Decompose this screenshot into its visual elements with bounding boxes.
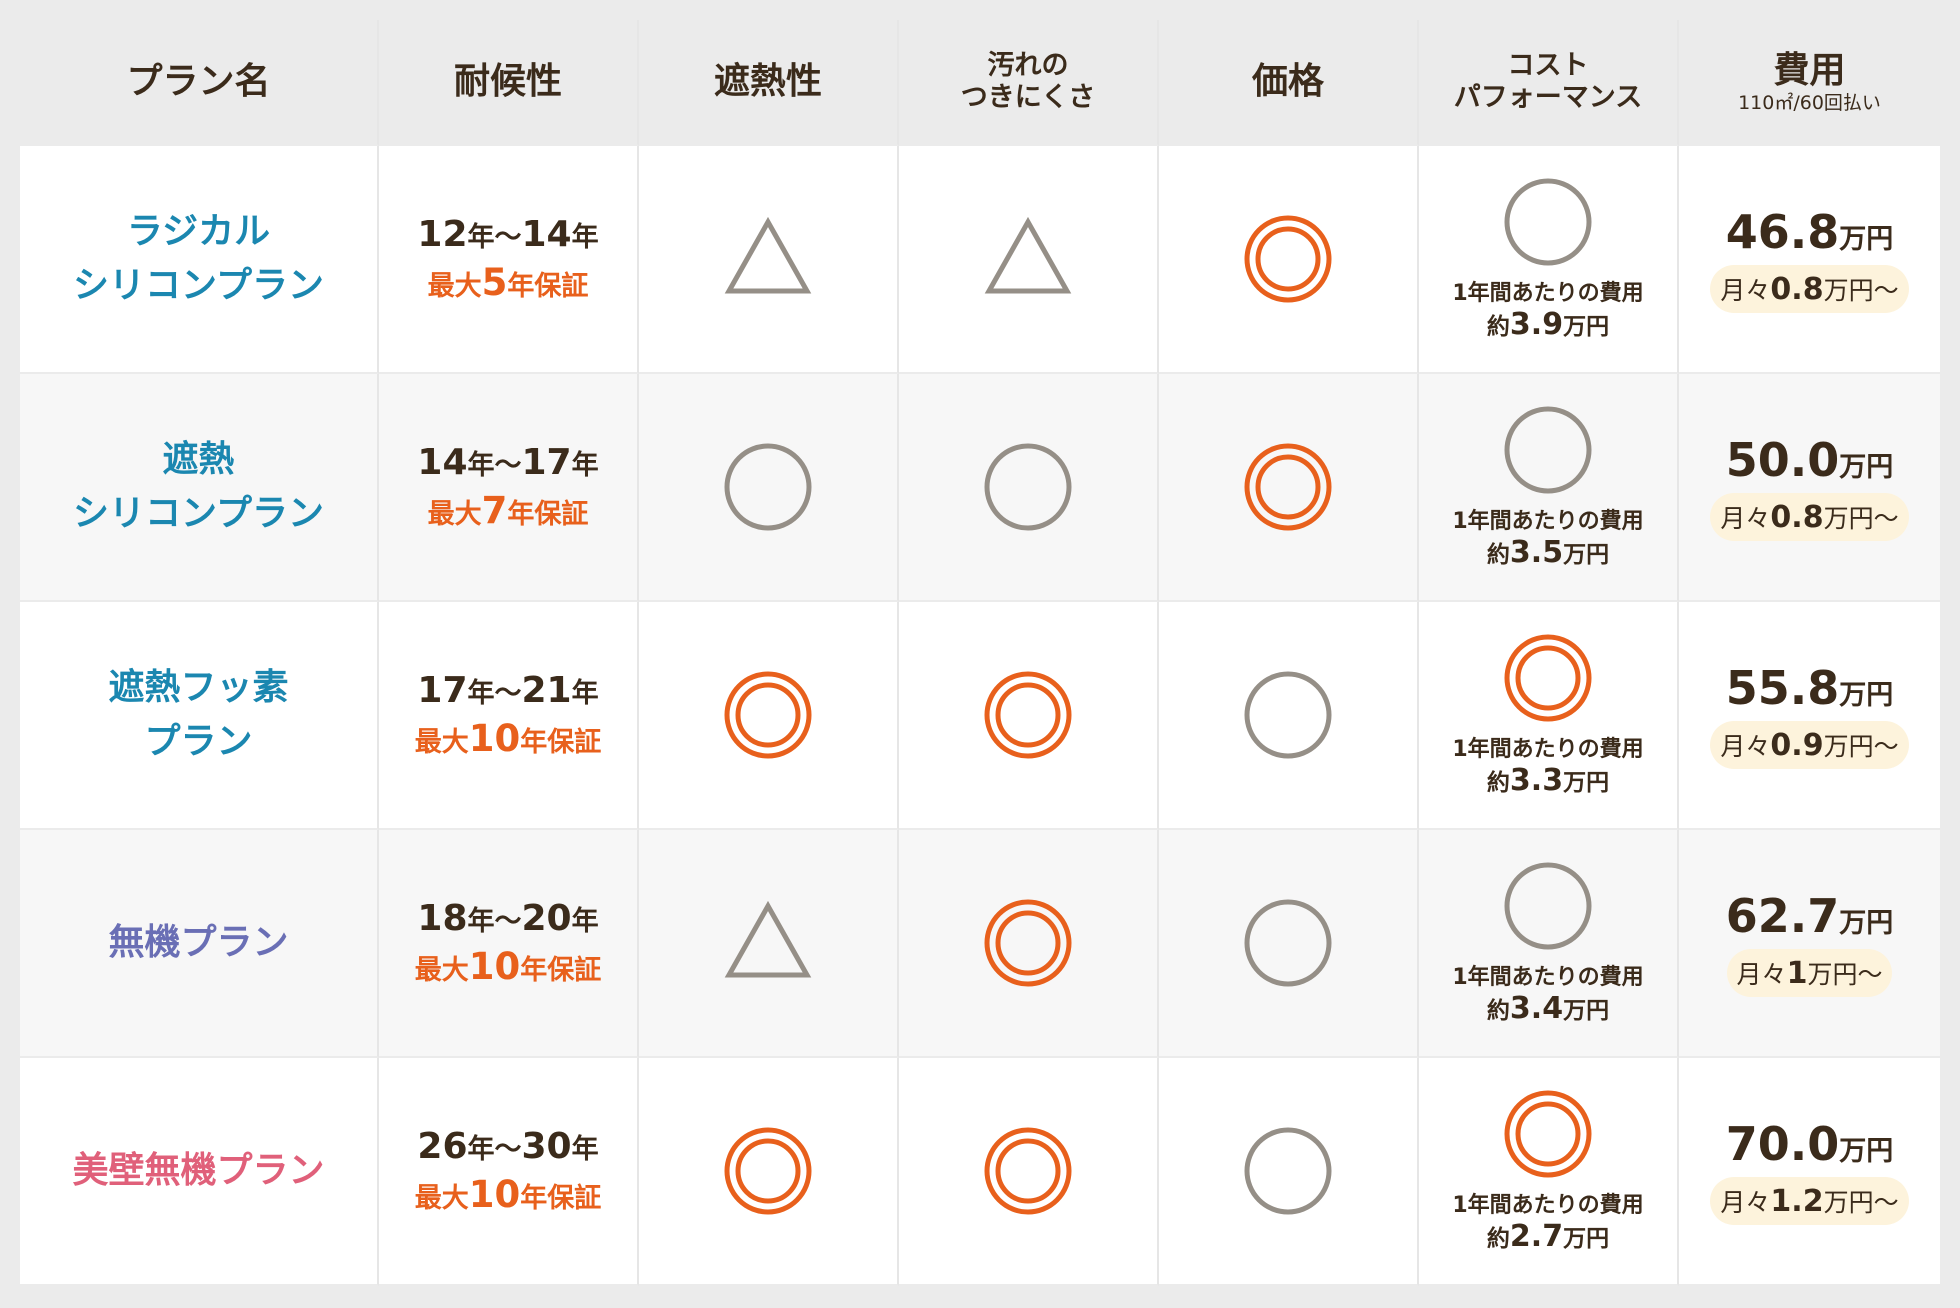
durability-cell: 17年～21年 最大10年保証 xyxy=(379,602,639,830)
warranty: 最大5年保証 xyxy=(427,261,589,304)
triangle-icon xyxy=(984,216,1072,294)
price-rating xyxy=(1159,830,1419,1058)
circle-icon xyxy=(1504,406,1592,493)
circle-icon xyxy=(984,443,1072,531)
cost-per-year-value: 約3.9万円 xyxy=(1486,306,1610,342)
cost-per-year-value: 約3.5万円 xyxy=(1486,534,1610,570)
plan-name: 無機プラン xyxy=(20,830,379,1058)
durability-cell: 12年～14年 最大5年保証 xyxy=(379,146,639,374)
total-cost: 50.0万円 xyxy=(1725,433,1894,487)
monthly-cost-badge: 月々0.8万円～ xyxy=(1710,493,1909,541)
circle-icon xyxy=(724,443,812,531)
durability-years: 14年～17年 xyxy=(417,442,599,483)
heat-rating xyxy=(639,602,899,830)
durability-cell: 14年～17年 最大7年保証 xyxy=(379,374,639,602)
cost-per-year-label: 1年間あたりの費用 xyxy=(1452,280,1644,306)
durability-years: 17年～21年 xyxy=(417,670,599,711)
double-circle-icon xyxy=(1504,1090,1592,1177)
dirt-rating xyxy=(899,1058,1159,1286)
warranty: 最大10年保証 xyxy=(414,717,602,760)
plan-name: 遮熱 シリコンプラン xyxy=(20,374,379,602)
cost-performance-cell: 1年間あたりの費用 約3.4万円 xyxy=(1419,830,1679,1058)
cost-cell: 50.0万円 月々0.8万円～ xyxy=(1679,374,1940,602)
cost-cell: 70.0万円 月々1.2万円～ xyxy=(1679,1058,1940,1286)
price-rating xyxy=(1159,374,1419,602)
circle-icon xyxy=(1244,1127,1332,1215)
cost-performance-cell: 1年間あたりの費用 約3.9万円 xyxy=(1419,146,1679,374)
monthly-cost-badge: 月々1万円～ xyxy=(1726,949,1893,997)
header-cost: 費用 110㎡/60回払い xyxy=(1679,20,1940,146)
heat-rating xyxy=(639,1058,899,1286)
cost-per-year-label: 1年間あたりの費用 xyxy=(1452,1192,1644,1218)
monthly-cost-badge: 月々0.9万円～ xyxy=(1710,721,1909,769)
dirt-rating xyxy=(899,830,1159,1058)
plan-name: ラジカル シリコンプラン xyxy=(20,146,379,374)
price-rating xyxy=(1159,1058,1419,1286)
cost-cell: 55.8万円 月々0.9万円～ xyxy=(1679,602,1940,830)
header-durability: 耐候性 xyxy=(379,20,639,146)
triangle-icon xyxy=(724,216,812,294)
double-circle-icon xyxy=(724,671,812,759)
circle-icon xyxy=(1244,899,1332,987)
durability-years: 12年～14年 xyxy=(417,214,599,255)
cost-per-year-label: 1年間あたりの費用 xyxy=(1452,736,1644,762)
double-circle-icon xyxy=(1504,634,1592,721)
price-rating xyxy=(1159,602,1419,830)
dirt-rating xyxy=(899,374,1159,602)
durability-years: 26年～30年 xyxy=(417,1126,599,1167)
cost-per-year-label: 1年間あたりの費用 xyxy=(1452,964,1644,990)
dirt-rating xyxy=(899,602,1159,830)
cost-cell: 46.8万円 月々0.8万円～ xyxy=(1679,146,1940,374)
cost-per-year-value: 約3.3万円 xyxy=(1486,762,1610,798)
durability-cell: 26年～30年 最大10年保証 xyxy=(379,1058,639,1286)
total-cost: 46.8万円 xyxy=(1725,205,1894,259)
monthly-cost-badge: 月々0.8万円～ xyxy=(1710,265,1909,313)
cost-per-year-value: 約2.7万円 xyxy=(1486,1218,1610,1254)
monthly-cost-badge: 月々1.2万円～ xyxy=(1710,1177,1909,1225)
total-cost: 62.7万円 xyxy=(1725,889,1894,943)
cost-per-year-label: 1年間あたりの費用 xyxy=(1452,508,1644,534)
plan-name: 美壁無機プラン xyxy=(20,1058,379,1286)
double-circle-icon xyxy=(984,671,1072,759)
price-rating xyxy=(1159,146,1419,374)
circle-icon xyxy=(1504,862,1592,949)
triangle-icon xyxy=(724,900,812,978)
header-cost-performance: コスト パフォーマンス xyxy=(1419,20,1679,146)
plan-name: 遮熱フッ素 プラン xyxy=(20,602,379,830)
cost-performance-cell: 1年間あたりの費用 約2.7万円 xyxy=(1419,1058,1679,1286)
heat-rating xyxy=(639,146,899,374)
header-dirt: 汚れの つきにくさ xyxy=(899,20,1159,146)
warranty: 最大10年保証 xyxy=(414,945,602,988)
double-circle-icon xyxy=(984,899,1072,987)
cost-cell: 62.7万円 月々1万円～ xyxy=(1679,830,1940,1058)
warranty: 最大7年保証 xyxy=(427,489,589,532)
double-circle-icon xyxy=(1244,443,1332,531)
double-circle-icon xyxy=(724,1127,812,1215)
cost-performance-cell: 1年間あたりの費用 約3.5万円 xyxy=(1419,374,1679,602)
double-circle-icon xyxy=(984,1127,1072,1215)
dirt-rating xyxy=(899,146,1159,374)
durability-years: 18年～20年 xyxy=(417,898,599,939)
circle-icon xyxy=(1504,178,1592,265)
cost-performance-cell: 1年間あたりの費用 約3.3万円 xyxy=(1419,602,1679,830)
warranty: 最大10年保証 xyxy=(414,1173,602,1216)
circle-icon xyxy=(1244,671,1332,759)
header-price: 価格 xyxy=(1159,20,1419,146)
heat-rating xyxy=(639,374,899,602)
header-heat: 遮熱性 xyxy=(639,20,899,146)
total-cost: 70.0万円 xyxy=(1725,1117,1894,1171)
durability-cell: 18年～20年 最大10年保証 xyxy=(379,830,639,1058)
double-circle-icon xyxy=(1244,215,1332,303)
cost-per-year-value: 約3.4万円 xyxy=(1486,990,1610,1026)
header-plan: プラン名 xyxy=(20,20,379,146)
total-cost: 55.8万円 xyxy=(1725,661,1894,715)
heat-rating xyxy=(639,830,899,1058)
plan-comparison-table: プラン名 耐候性 遮熱性 汚れの つきにくさ 価格 コスト パフォーマンス 費用 11… xyxy=(20,20,1940,1286)
